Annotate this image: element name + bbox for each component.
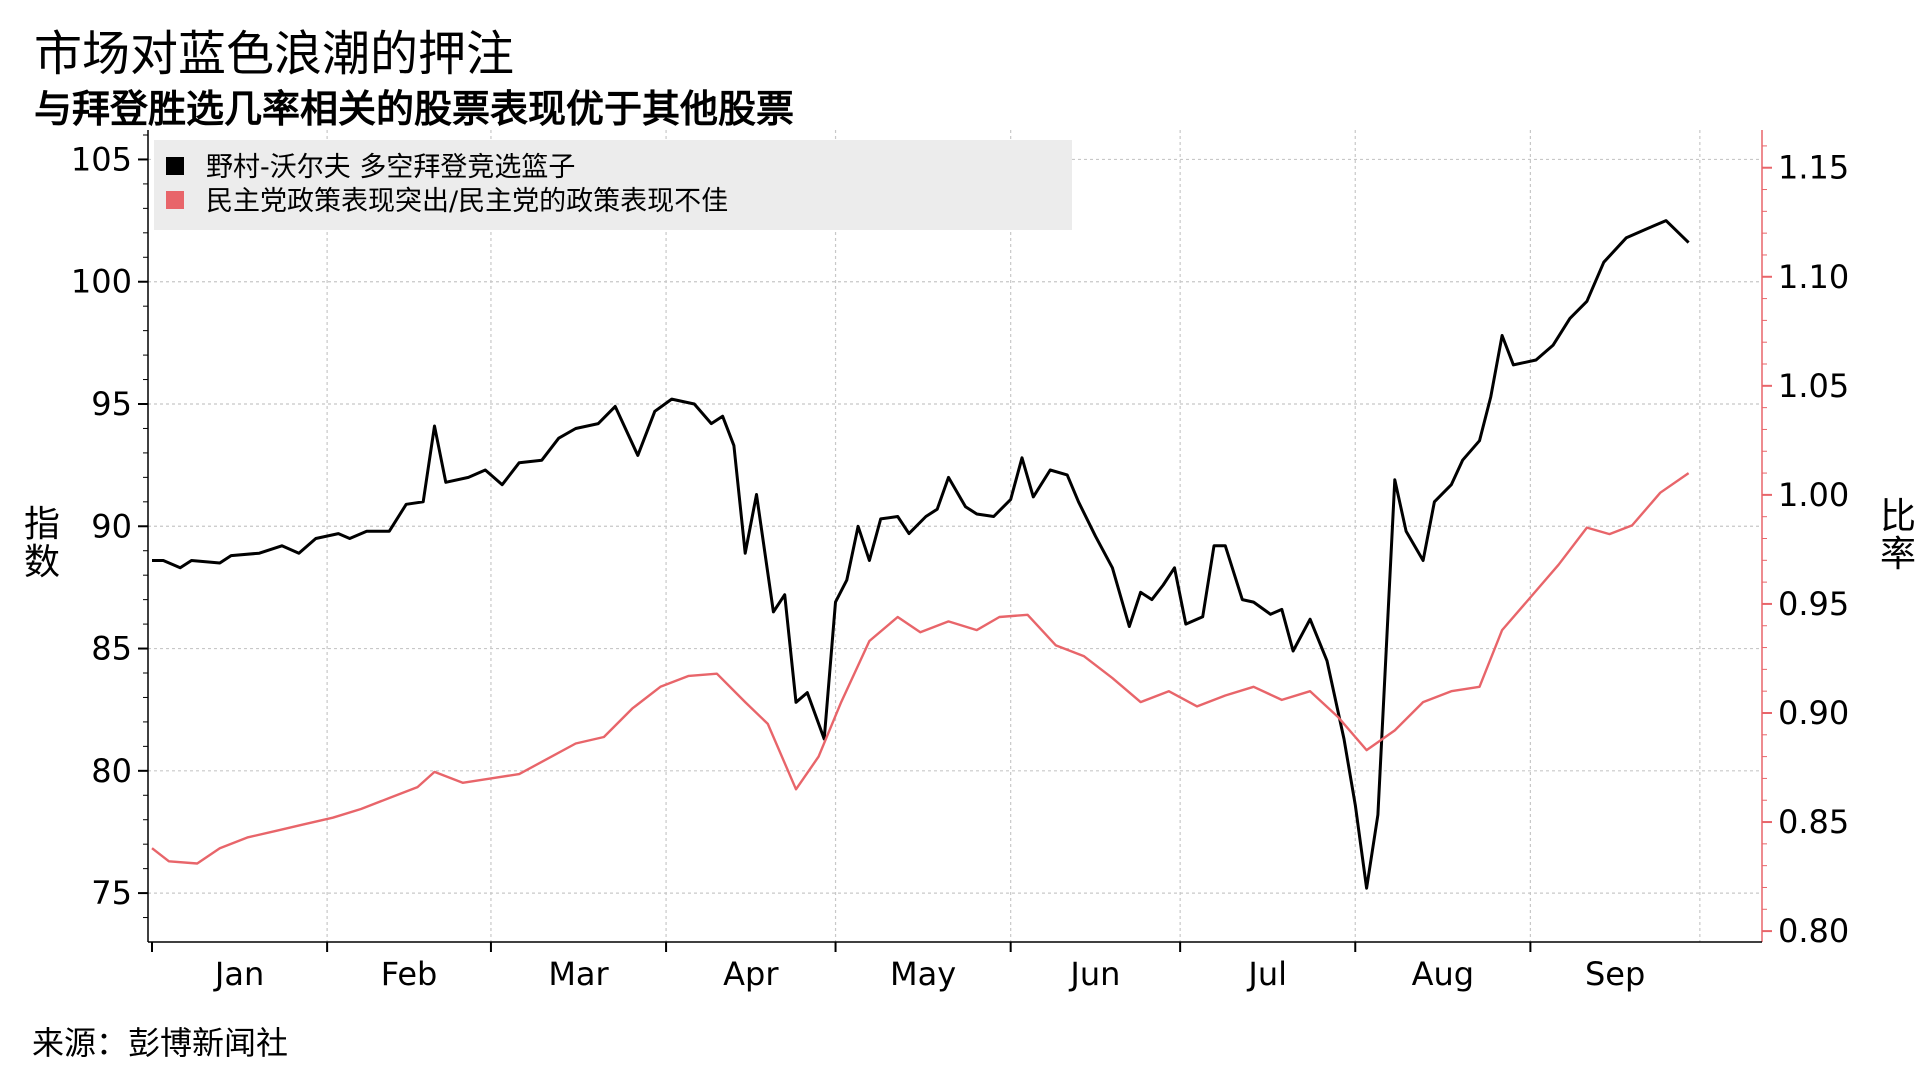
line-chart: 75 80 85 90 95 100 105 0.80 0.85 0.90 0.95 1.00 1.0… [24,130,1916,1000]
right-tick-label: 1.10 [1778,258,1849,296]
axis-titles: 指数 比率 [24,496,1916,583]
right-axis-title: 比 [1880,496,1916,537]
page-subtitle: 与拜登胜选几率相关的股票表现优于其他股票 [34,87,795,131]
right-tick-label: 1.00 [1778,476,1849,514]
legend-label: 野村-沃尔夫 多空拜登竞选篮子 [206,152,575,183]
legend-swatch [166,157,184,175]
x-tick-label: Jan [213,955,264,993]
series-line-red [151,472,1690,865]
right-tick-label: 0.85 [1778,803,1849,841]
left-axis-title: 数 [24,542,60,583]
legend-swatch [166,191,184,209]
left-tick-label: 75 [91,874,132,912]
left-tick-label: 100 [71,263,132,301]
x-tick-label: Aug [1412,955,1474,993]
source-note: 来源：彭博新闻社 [32,1024,289,1062]
left-tick-label: 105 [71,140,132,178]
series-layer [151,219,1690,890]
legend-box [154,140,1072,230]
right-tick-label: 0.95 [1778,585,1849,623]
left-tick-label: 95 [91,385,132,423]
left-axis: 75 80 85 90 95 100 105 [71,130,149,942]
x-tick-label: Jul [1246,955,1287,993]
left-tick-label: 90 [91,507,132,545]
x-tick-label: Jun [1068,955,1120,993]
x-axis: Jan Feb Mar Apr May Jun Jul Aug Sep 2020 [148,941,1762,1000]
right-tick-label: 1.05 [1778,367,1849,405]
x-tick-label: Sep [1585,955,1645,993]
x-year-label: 2020 [882,995,963,1000]
right-tick-label: 0.90 [1778,694,1849,732]
horizontal-gridlines [148,158,1762,894]
right-axis-title: 率 [1880,534,1916,575]
left-tick-label: 80 [91,752,132,790]
left-axis-title: 指 [24,504,60,545]
x-tick-label: Mar [548,955,609,993]
x-tick-label: Apr [723,955,779,993]
series-line-black [152,219,1690,890]
page-title: 市场对蓝色浪潮的押注 [34,26,515,82]
left-tick-label: 85 [91,630,132,668]
right-axis: 0.80 0.85 0.90 0.95 1.00 1.05 1.10 1.15 [1761,130,1849,950]
right-tick-label: 0.80 [1778,912,1849,950]
right-tick-label: 1.15 [1778,149,1849,187]
legend-label: 民主党政策表现突出/民主党的政策表现不佳 [206,186,728,217]
x-tick-label: May [890,955,956,993]
x-tick-label: Feb [381,955,438,993]
vertical-gridlines [326,130,1701,942]
